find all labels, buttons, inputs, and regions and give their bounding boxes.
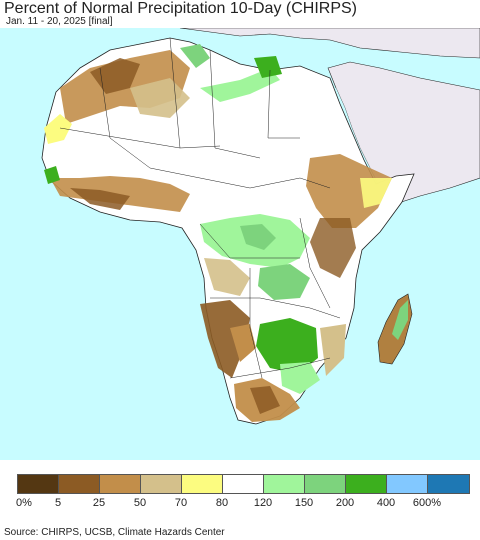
precipitation-map xyxy=(0,28,480,460)
mozambique-tan xyxy=(320,324,346,376)
legend-tick: 0% xyxy=(16,497,32,509)
madagascar-east xyxy=(392,300,408,340)
legend-swatch xyxy=(387,475,428,493)
legend-swatch xyxy=(305,475,346,493)
libya-green-belt xyxy=(200,68,280,102)
legend-tick: 600% xyxy=(412,497,442,509)
mediterranean-green xyxy=(180,44,210,68)
map-subtitle: Jan. 11 - 20, 2025 [final] xyxy=(6,16,113,27)
mauritania-yellow xyxy=(44,114,72,144)
legend-swatch xyxy=(264,475,305,493)
legend-swatch xyxy=(141,475,182,493)
angola-namibia-dry xyxy=(200,300,250,378)
legend-color-bar xyxy=(17,474,470,494)
guinea-coast-dark xyxy=(70,188,130,210)
legend-tick: 80 xyxy=(215,497,229,509)
egypt-green xyxy=(254,56,282,78)
legend-swatch xyxy=(346,475,387,493)
legend-tick: 200 xyxy=(335,497,355,509)
congo-dark-green xyxy=(240,224,276,250)
legend-swatch xyxy=(59,475,100,493)
drc-east-green xyxy=(258,264,310,300)
europe-landmass xyxy=(179,28,480,59)
zimbabwe-light-green xyxy=(280,362,320,394)
west-coast-green xyxy=(44,166,60,184)
somalia-yellow xyxy=(360,178,392,208)
legend-tick: 70 xyxy=(174,497,188,509)
south-africa-dark xyxy=(250,386,280,414)
zambia-green xyxy=(256,318,318,374)
drc-tan xyxy=(204,258,250,296)
legend-swatch xyxy=(428,475,469,493)
east-africa-brown xyxy=(310,218,356,278)
legend-tick: 150 xyxy=(294,497,314,509)
legend-tick: 5 xyxy=(54,497,62,509)
horn-dry-zone xyxy=(306,154,392,228)
legend-tick: 400 xyxy=(376,497,396,509)
source-credit: Source: CHIRPS, UCSB, Climate Hazards Ce… xyxy=(4,527,225,538)
legend-tick: 25 xyxy=(92,497,106,509)
legend-swatch xyxy=(182,475,223,493)
namibia-light xyxy=(230,324,256,362)
legend-swatch xyxy=(18,475,59,493)
legend-swatch xyxy=(100,475,141,493)
algeria-tan xyxy=(130,78,190,118)
legend-swatch xyxy=(223,475,264,493)
legend-tick: 50 xyxy=(133,497,147,509)
legend-tick: 120 xyxy=(253,497,273,509)
map-title: Percent of Normal Precipitation 10-Day (… xyxy=(4,0,358,17)
country-borders xyxy=(59,37,341,379)
